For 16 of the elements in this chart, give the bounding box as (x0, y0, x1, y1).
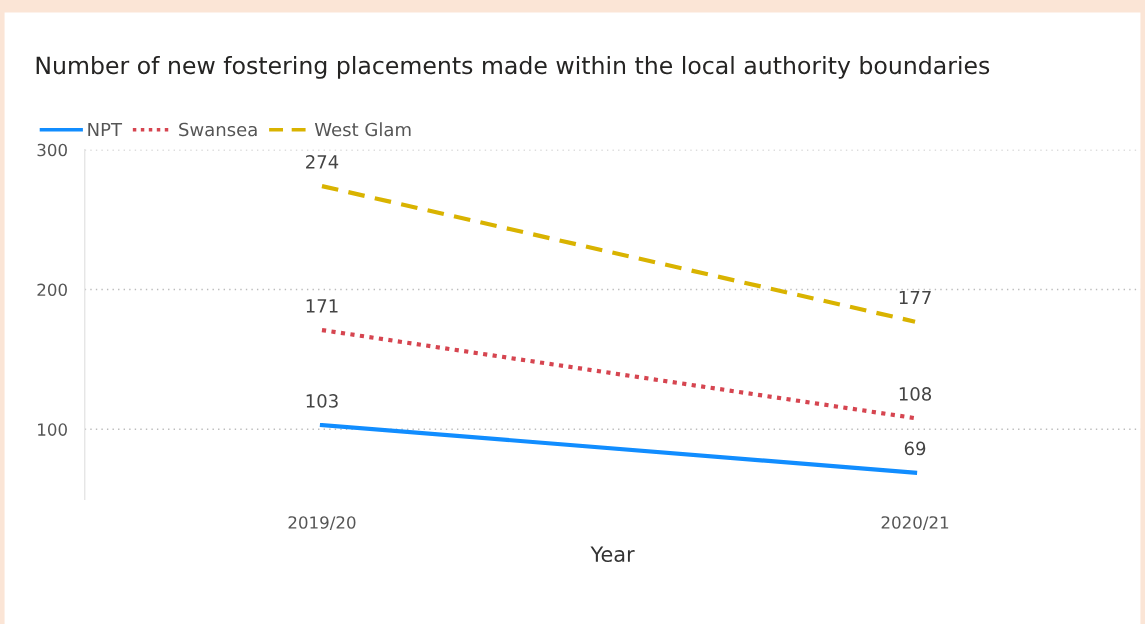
data-label: 177 (899, 290, 931, 305)
y-tick-label: 100 (38, 423, 67, 436)
data-label: 274 (306, 155, 339, 169)
data-label: 108 (899, 387, 932, 401)
data-label: 103 (306, 394, 338, 408)
x-tick-label: 2019/20 (288, 516, 356, 531)
x-tick-label: 2020/21 (881, 516, 949, 531)
legend-label: Swansea (179, 122, 257, 137)
chart-title: Number of new fostering placements made within the local authority boundaries (36, 55, 990, 79)
y-tick-label: 200 (37, 283, 67, 297)
legend-label: NPT (88, 122, 123, 137)
data-label: 69 (904, 441, 926, 456)
x-axis-title: Year (590, 546, 635, 563)
legend-label: West Glam (314, 122, 411, 137)
data-label: 171 (306, 299, 338, 313)
y-tick-label: 300 (37, 143, 67, 157)
